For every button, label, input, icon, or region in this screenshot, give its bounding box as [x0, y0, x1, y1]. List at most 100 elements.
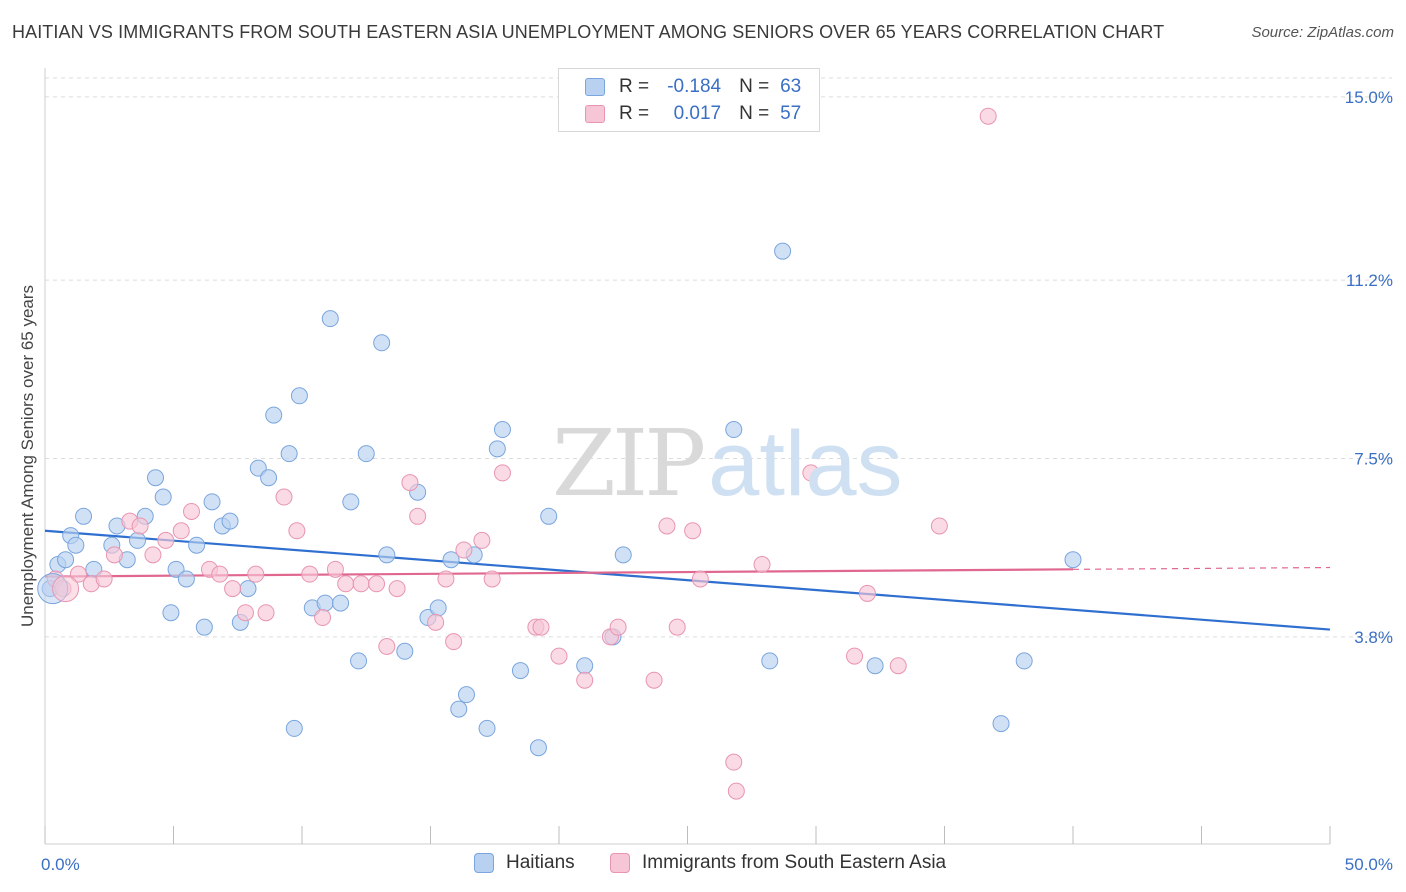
immigrant-point	[858, 584, 876, 602]
immigrant-point	[247, 565, 265, 583]
immigrant-point	[95, 570, 113, 588]
legend-n-label: N =	[739, 103, 770, 124]
immigrant-point	[352, 575, 370, 593]
haitian-point	[75, 507, 93, 525]
legend-r-value: 0.017	[673, 103, 722, 124]
haitian-point	[457, 686, 475, 704]
legend-r-label: R =	[619, 103, 650, 124]
immigrant-point	[257, 604, 275, 622]
haitian-point	[866, 657, 884, 675]
legend-swatch-blue	[585, 78, 605, 96]
haitian-point	[342, 493, 360, 511]
legend-row-haitians: R = -0.184 N = 63	[585, 75, 801, 99]
y-axis-label: Unemployment Among Seniors over 65 years	[18, 284, 37, 628]
haitian-point	[321, 310, 339, 328]
haitian-point	[478, 719, 496, 737]
immigrant-point	[236, 604, 254, 622]
haitian-point	[67, 536, 85, 554]
haitian-point	[188, 536, 206, 554]
haitian-point	[529, 739, 547, 757]
immigrant-point	[427, 613, 445, 631]
haitian-point	[285, 719, 303, 737]
immigrant-point	[211, 565, 229, 583]
immigrant-point	[131, 517, 149, 535]
immigrant-point	[172, 522, 190, 540]
legend-item-haitians: Haitians	[474, 852, 575, 874]
immigrant-point	[753, 556, 771, 574]
immigrant-point	[473, 531, 491, 549]
haitian-point	[576, 657, 594, 675]
haitian-point	[162, 604, 180, 622]
data-points	[37, 107, 1082, 800]
immigrant-point	[275, 488, 293, 506]
immigrant-point	[846, 647, 864, 665]
legend-r-label: R =	[619, 76, 650, 97]
immigrant-point	[445, 633, 463, 651]
haitian-point	[614, 546, 632, 564]
immigrant-point	[326, 560, 344, 578]
immigrant-point	[157, 531, 175, 549]
immigrant-point	[802, 464, 820, 482]
haitian-point	[350, 652, 368, 670]
haitian-point	[177, 570, 195, 588]
haitian-point	[429, 599, 447, 617]
immigrant-point	[144, 546, 162, 564]
legend-n-value: 63	[780, 76, 802, 97]
legend-label-immigrants: Immigrants from South Eastern Asia	[642, 852, 947, 873]
immigrant-point	[493, 464, 511, 482]
legend-r-value: -0.184	[667, 76, 722, 97]
immigrant-point	[727, 782, 745, 800]
immigrant-point	[668, 618, 686, 636]
immigrant-point	[409, 507, 427, 525]
haitian-point	[280, 445, 298, 463]
y-tick-label: 15.0%	[1345, 88, 1393, 107]
haitian-point	[332, 594, 350, 612]
immigrant-point	[691, 570, 709, 588]
immigrant-point	[979, 107, 997, 125]
immigrant-point	[388, 580, 406, 598]
legend-swatch-pink	[585, 105, 605, 123]
trend-line-haitians	[44, 529, 1331, 631]
haitian-point	[761, 652, 779, 670]
haitian-point	[221, 512, 239, 530]
immigrant-point	[609, 618, 627, 636]
immigrant-point	[378, 637, 396, 655]
haitian-point	[57, 551, 75, 569]
haitian-point	[203, 493, 221, 511]
haitian-point	[442, 551, 460, 569]
immigrant-point	[930, 517, 948, 535]
y-tick-label: 3.8%	[1354, 628, 1393, 647]
haitian-point	[290, 387, 308, 405]
haitian-point	[147, 469, 165, 487]
immigrant-point	[314, 609, 332, 627]
haitian-point	[195, 618, 213, 636]
legend-swatch-blue	[474, 853, 494, 873]
immigrant-point	[532, 618, 550, 636]
immigrant-point	[483, 570, 501, 588]
immigrant-point	[105, 546, 123, 564]
immigrant-point	[437, 570, 455, 588]
source-credit: Source: ZipAtlas.com	[1251, 24, 1394, 41]
haitian-point	[1015, 652, 1033, 670]
trend-line-immigrants-extension	[1072, 566, 1331, 570]
haitian-point	[378, 546, 396, 564]
haitian-point	[774, 242, 792, 260]
immigrant-point	[576, 671, 594, 689]
immigrant-point-cluster	[52, 575, 80, 603]
haitian-point	[1064, 551, 1082, 569]
haitian-point	[540, 507, 558, 525]
legend-n-value: 57	[780, 103, 802, 124]
haitian-point	[265, 406, 283, 424]
legend-row-immigrants: R = 0.017 N = 57	[585, 102, 801, 126]
haitian-point	[239, 580, 257, 598]
haitian-point	[129, 531, 147, 549]
y-tick-label: 11.2%	[1346, 271, 1393, 290]
chart-title: HAITIAN VS IMMIGRANTS FROM SOUTH EASTERN…	[12, 22, 1165, 42]
y-tick-label: 7.5%	[1354, 449, 1393, 468]
legend-item-immigrants: Immigrants from South Eastern Asia	[610, 852, 946, 874]
immigrant-point	[69, 565, 87, 583]
haitian-point	[725, 421, 743, 439]
x-tick-label: 50.0%	[1345, 855, 1393, 874]
axes	[44, 68, 1331, 845]
